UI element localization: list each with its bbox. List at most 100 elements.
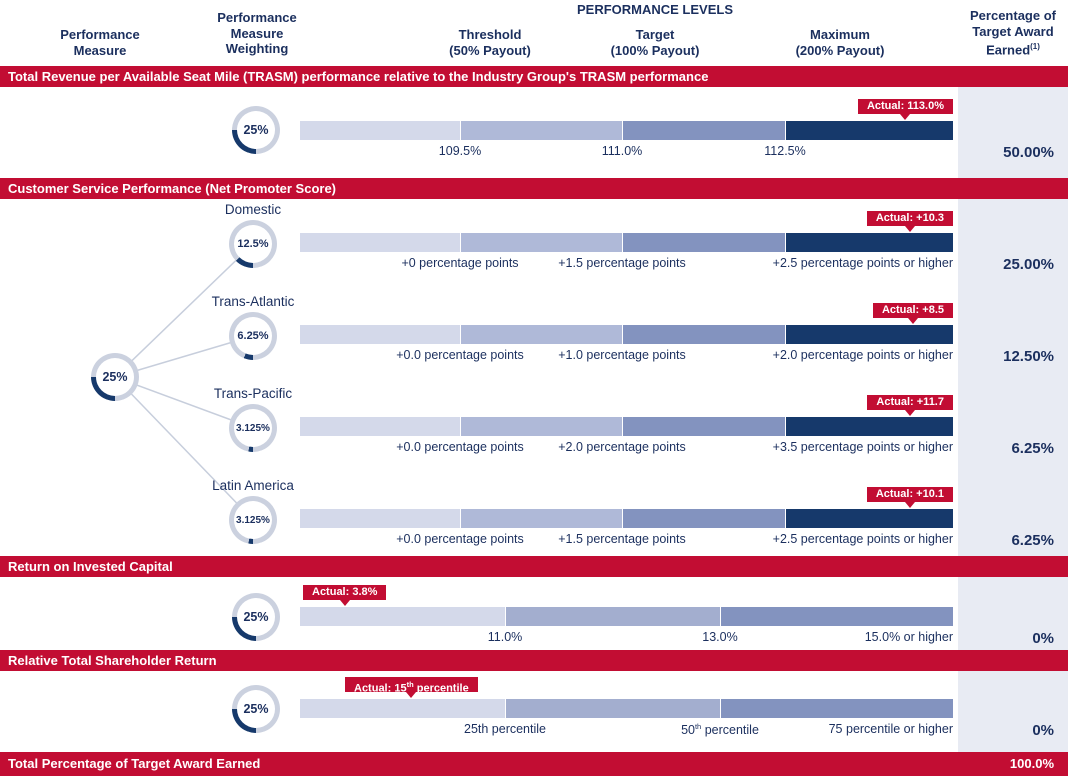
bar-segment-target xyxy=(622,233,785,252)
tick-label: 112.5% xyxy=(764,144,806,158)
section-banner-roic: Return on Invested Capital xyxy=(0,556,1068,577)
submeasure-label-trans-atlantic: Trans-Atlantic xyxy=(211,294,295,309)
col-header-threshold: Threshold (50% Payout) xyxy=(449,27,531,58)
weighting-value: 25% xyxy=(243,702,269,716)
total-earned-value: 100.0% xyxy=(1009,756,1054,771)
bar-segment-threshold xyxy=(460,417,622,436)
tick-label: +2.5 percentage points or higher xyxy=(772,532,953,546)
earned-value-roic: 0% xyxy=(1032,630,1054,647)
tick-label: 15.0% or higher xyxy=(864,630,953,644)
col-header-earned-text: Percentage of Target Award Earned xyxy=(970,8,1056,58)
bar-segment-threshold xyxy=(460,233,622,252)
actual-badge-tsr: Actual: 15th percentile xyxy=(345,677,478,695)
actual-badge-trans-pacific: Actual: +11.7 xyxy=(867,395,953,410)
earned-value-domestic: 25.00% xyxy=(1003,256,1054,273)
tick-label: +0.0 percentage points xyxy=(396,532,524,546)
bar-segment-target xyxy=(622,121,785,140)
performance-levels-title: PERFORMANCE LEVELS xyxy=(576,2,733,17)
tick-text: 50 xyxy=(681,723,695,738)
weighting-donut-tsr: 25% xyxy=(232,685,280,733)
weighting-value: 25% xyxy=(102,370,128,384)
bar-segment-maximum xyxy=(785,509,953,528)
tick-label: 11.0% xyxy=(487,630,523,644)
bar-segment-below-threshold xyxy=(300,233,460,252)
earned-value-tsr: 0% xyxy=(1032,722,1054,739)
bar-segment-target xyxy=(505,607,720,626)
bar-segment-maximum xyxy=(720,607,953,626)
actual-badge-trasm: Actual: 113.0% xyxy=(857,99,953,114)
performance-bar-trans-atlantic xyxy=(300,325,953,344)
earned-value-trans-pacific: 6.25% xyxy=(1011,440,1054,457)
tick-label: 25th percentile xyxy=(463,722,547,736)
total-banner-label: Total Percentage of Target Award Earned xyxy=(8,756,261,771)
weighting-value: 3.125% xyxy=(236,514,270,526)
weighting-value: 12.5% xyxy=(237,238,269,250)
performance-bar-domestic xyxy=(300,233,953,252)
col-header-measure: Performance Measure xyxy=(60,27,140,58)
col-header-earned: Percentage of Target Award Earned(1) xyxy=(958,8,1068,58)
bar-segment-maximum xyxy=(785,325,953,344)
bar-segment-target xyxy=(622,509,785,528)
bar-segment-target xyxy=(505,699,720,718)
bar-segment-maximum xyxy=(785,121,953,140)
col-header-target: Target (100% Payout) xyxy=(610,27,700,58)
bar-segment-below-threshold xyxy=(300,121,460,140)
tick-label: +0 percentage points xyxy=(401,256,519,270)
actual-badge-latin-america: Actual: +10.1 xyxy=(866,487,953,502)
bar-segment-target xyxy=(622,417,785,436)
performance-bar-trans-pacific xyxy=(300,417,953,436)
bar-segment-threshold xyxy=(300,607,505,626)
tick-label: +3.5 percentage points or higher xyxy=(772,440,953,454)
weighting-donut-latin-america: 3.125% xyxy=(229,496,277,544)
earned-value-trasm: 50.00% xyxy=(1003,144,1054,161)
weighting-donut-domestic: 12.5% xyxy=(229,220,277,268)
ordinal-suffix: th xyxy=(694,722,702,731)
tick-label: +1.5 percentage points xyxy=(558,256,686,270)
earned-value-trans-atlantic: 12.50% xyxy=(1003,348,1054,365)
performance-bar-trasm xyxy=(300,121,953,140)
submeasure-label-domestic: Domestic xyxy=(224,202,282,217)
bar-segment-threshold xyxy=(460,509,622,528)
weighting-donut-roic: 25% xyxy=(232,593,280,641)
weighting-value: 6.25% xyxy=(237,330,269,342)
tick-label: +1.5 percentage points xyxy=(558,532,686,546)
performance-bar-roic xyxy=(300,607,953,626)
performance-bar-latin-america xyxy=(300,509,953,528)
performance-bar-tsr xyxy=(300,699,953,718)
tick-label: +0.0 percentage points xyxy=(396,348,524,362)
weighting-value: 25% xyxy=(243,610,269,624)
submeasure-label-trans-pacific: Trans-Pacific xyxy=(213,386,293,401)
ordinal-suffix: th xyxy=(406,680,414,689)
tick-label: 13.0% xyxy=(702,630,738,644)
actual-text: percentile xyxy=(413,682,469,695)
tick-text: percentile xyxy=(701,723,759,738)
bar-segment-target xyxy=(622,325,785,344)
bar-segment-threshold xyxy=(460,121,622,140)
actual-badge-domestic: Actual: +10.3 xyxy=(866,211,953,226)
bar-segment-maximum xyxy=(720,699,953,718)
tick-label: +2.0 percentage points or higher xyxy=(772,348,953,362)
bar-segment-threshold xyxy=(460,325,622,344)
weighting-value: 25% xyxy=(243,123,269,137)
actual-badge-trans-atlantic: Actual: +8.5 xyxy=(872,303,953,318)
col-header-weighting: Performance Measure Weighting xyxy=(217,10,297,56)
section-banner-total: Total Percentage of Target Award Earned … xyxy=(0,752,1068,776)
tick-label: 109.5% xyxy=(438,144,482,158)
tick-label: 111.0% xyxy=(601,144,643,158)
weighting-donut-trans-atlantic: 6.25% xyxy=(229,312,277,360)
tick-label: +1.0 percentage points xyxy=(558,348,686,362)
bar-segment-below-threshold xyxy=(300,325,460,344)
bar-segment-maximum xyxy=(785,417,953,436)
tick-label: +2.0 percentage points xyxy=(558,440,686,454)
earned-value-latin-america: 6.25% xyxy=(1011,532,1054,549)
weighting-donut-nps-total: 25% xyxy=(91,353,139,401)
weighting-value: 3.125% xyxy=(236,422,270,434)
actual-text: Actual: 15 xyxy=(354,682,407,695)
section-banner-trasm: Total Revenue per Available Seat Mile (T… xyxy=(0,66,1068,87)
actual-badge-roic: Actual: 3.8% xyxy=(303,585,387,600)
bar-segment-threshold xyxy=(300,699,505,718)
bar-segment-below-threshold xyxy=(300,417,460,436)
col-header-maximum: Maximum (200% Payout) xyxy=(795,27,885,58)
submeasure-label-latin-america: Latin America xyxy=(212,478,294,493)
